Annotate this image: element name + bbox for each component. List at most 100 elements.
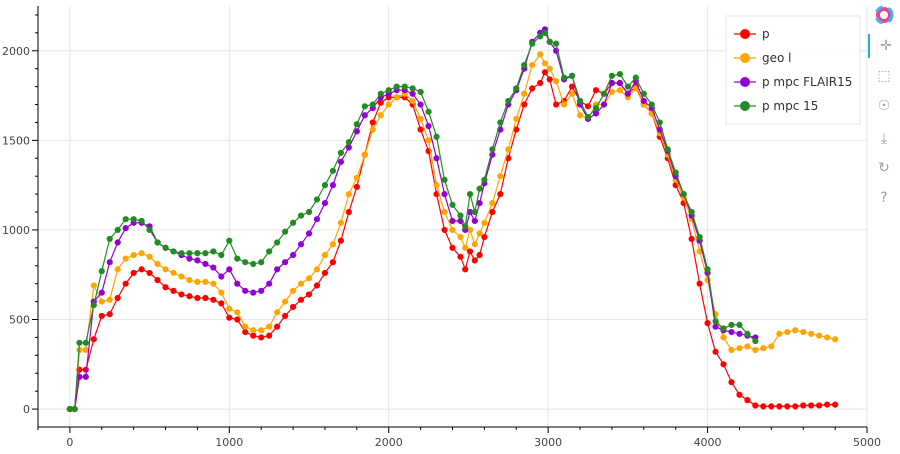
data-point-geo-l xyxy=(433,182,440,189)
y-tick-label: 500 xyxy=(9,314,30,327)
data-point-p xyxy=(154,276,161,284)
pan-icon[interactable]: ✛ xyxy=(868,34,900,58)
data-point-p-mpc-flair15 xyxy=(624,90,631,97)
data-point-p-mpc-15 xyxy=(98,268,105,275)
data-point-p xyxy=(768,403,775,410)
data-point-p xyxy=(521,101,528,108)
data-point-p-mpc-flair15 xyxy=(425,122,432,130)
save-icon[interactable]: ⤓ xyxy=(880,131,888,147)
data-point-p-mpc-15 xyxy=(441,176,448,183)
data-point-p xyxy=(696,280,703,287)
help-icon[interactable]: ? xyxy=(880,190,888,206)
bokeh-logo-icon[interactable] xyxy=(868,3,900,27)
data-point-p xyxy=(832,401,839,408)
data-point-p-mpc-15 xyxy=(736,321,743,328)
data-point-p xyxy=(541,69,549,76)
data-point-p-mpc-15 xyxy=(82,339,89,346)
data-point-p-mpc-15 xyxy=(457,212,464,219)
data-point-p-mpc-flair15 xyxy=(210,264,217,271)
y-tick-label: 1500 xyxy=(2,134,30,147)
data-point-p xyxy=(178,291,185,298)
data-point-p xyxy=(170,287,177,294)
data-point-p-mpc-15 xyxy=(106,235,113,242)
data-point-geo-l xyxy=(202,278,209,285)
data-point-p xyxy=(305,291,313,298)
reset-icon[interactable]: ↻ xyxy=(878,160,890,176)
data-point-p xyxy=(250,332,257,339)
data-point-p-mpc-15 xyxy=(154,239,161,246)
data-point-p-mpc-15 xyxy=(521,62,528,69)
data-point-geo-l xyxy=(393,94,400,101)
data-point-p-mpc-15 xyxy=(178,250,185,257)
data-point-p xyxy=(162,284,169,291)
legend-label-p-mpc-flair15: p mpc FLAIR15 xyxy=(762,75,852,89)
data-point-p-mpc-15 xyxy=(297,212,305,219)
data-point-p xyxy=(808,402,815,409)
data-point-p-mpc-15 xyxy=(744,330,751,337)
data-point-p xyxy=(274,323,281,330)
data-point-geo-l xyxy=(90,282,97,289)
data-point-geo-l xyxy=(305,275,313,282)
data-point-p-mpc-15 xyxy=(640,90,647,97)
y-tick-label: 0 xyxy=(23,403,30,416)
data-point-p-mpc-15 xyxy=(258,259,265,266)
data-point-p xyxy=(313,282,321,289)
data-point-p-mpc-15 xyxy=(592,105,600,112)
data-point-p-mpc-flair15 xyxy=(82,373,89,380)
data-point-p-mpc-15 xyxy=(648,101,655,108)
data-point-geo-l xyxy=(98,298,105,305)
data-point-geo-l xyxy=(608,88,616,96)
data-point-geo-l xyxy=(546,65,553,72)
data-point-p-mpc-flair15 xyxy=(305,230,313,237)
data-point-p-mpc-flair15 xyxy=(640,97,647,105)
data-point-p xyxy=(553,101,560,108)
data-point-p-mpc-15 xyxy=(584,113,592,121)
data-point-p-mpc-flair15 xyxy=(592,110,600,117)
data-point-p xyxy=(568,83,576,90)
wheel-zoom-icon[interactable]: ☉ xyxy=(877,98,891,114)
data-point-p-mpc-flair15 xyxy=(449,217,456,225)
data-point-p-mpc-15 xyxy=(274,239,281,246)
data-point-p xyxy=(417,126,424,133)
data-point-p xyxy=(98,312,105,320)
data-point-geo-l xyxy=(345,191,352,198)
data-point-p-mpc-15 xyxy=(576,97,584,105)
data-point-p-mpc-flair15 xyxy=(321,199,329,207)
data-point-p-mpc-flair15 xyxy=(337,158,345,165)
data-point-p-mpc-15 xyxy=(720,325,727,332)
data-point-p-mpc-15 xyxy=(76,339,83,346)
data-point-p xyxy=(114,294,121,302)
data-point-p-mpc-15 xyxy=(289,219,297,226)
data-point-p xyxy=(776,403,783,410)
data-point-p-mpc-15 xyxy=(210,248,217,255)
data-point-p xyxy=(720,361,727,368)
data-point-geo-l xyxy=(471,241,478,248)
data-point-geo-l xyxy=(82,346,89,354)
box-zoom-icon[interactable]: ⬚ xyxy=(877,68,891,84)
data-point-p xyxy=(202,294,209,302)
data-point-geo-l xyxy=(736,345,743,352)
data-point-p-mpc-15 xyxy=(353,121,360,128)
data-point-geo-l xyxy=(226,305,233,312)
data-point-p-mpc-15 xyxy=(130,216,137,223)
data-point-p-mpc-15 xyxy=(202,250,209,257)
data-point-p-mpc-15 xyxy=(425,108,432,115)
data-point-p-mpc-flair15 xyxy=(250,289,257,296)
data-point-p-mpc-flair15 xyxy=(313,216,321,223)
data-point-p-mpc-15 xyxy=(433,133,440,140)
data-point-p xyxy=(784,403,791,410)
data-point-geo-l xyxy=(728,346,735,354)
legend-swatch-marker-p xyxy=(740,29,750,39)
legend-swatch-marker-p-mpc-flair15 xyxy=(740,77,750,87)
data-point-p-mpc-15 xyxy=(138,217,145,225)
data-point-geo-l xyxy=(329,241,337,248)
data-point-p xyxy=(800,402,807,409)
data-point-p-mpc-15 xyxy=(672,169,679,176)
data-point-p-mpc-15 xyxy=(712,318,719,325)
data-point-p-mpc-flair15 xyxy=(122,225,129,232)
data-point-p xyxy=(106,311,113,318)
data-point-p-mpc-15 xyxy=(122,216,129,223)
data-point-geo-l xyxy=(297,280,305,287)
data-point-p-mpc-15 xyxy=(361,103,368,110)
